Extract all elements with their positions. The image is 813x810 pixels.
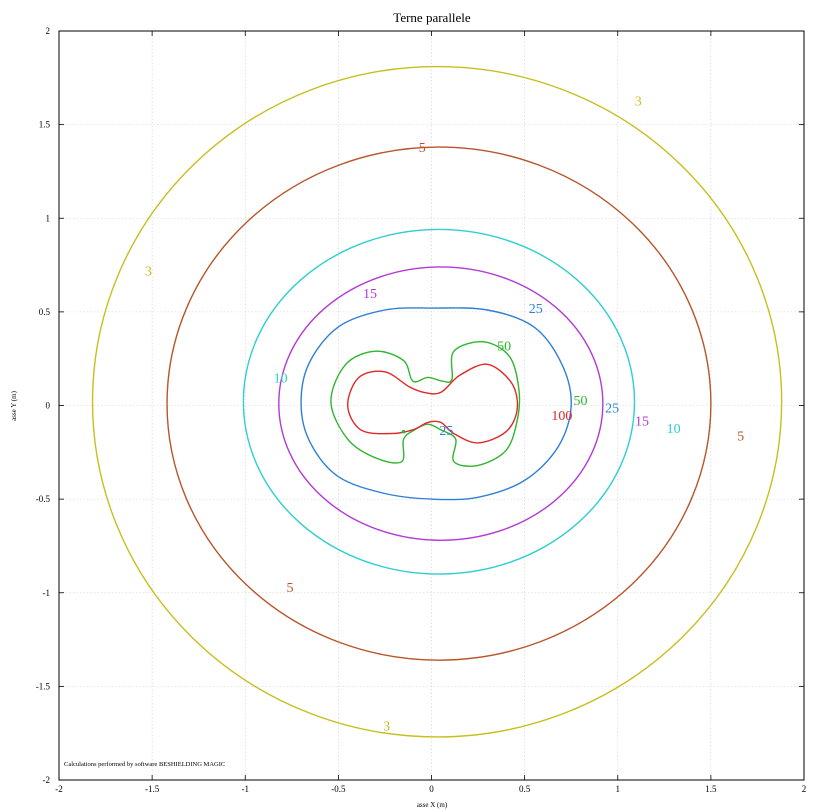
y-tick-label: 0.5: [39, 307, 51, 317]
contour-level-10: [242, 228, 636, 575]
contour-level-100: [346, 363, 519, 444]
contour-label-25: 25: [605, 401, 619, 416]
y-tick-label: -1.5: [36, 681, 51, 691]
chart-title: Terne parallele: [393, 10, 471, 25]
contour-label-50: 50: [497, 340, 511, 355]
y-tick-label: -2: [43, 775, 51, 785]
x-tick-label: 0: [429, 784, 434, 794]
y-tick-label: -1: [43, 588, 51, 598]
x-tick-label: -1.5: [145, 784, 160, 794]
contour-label-5: 5: [737, 429, 744, 444]
contour-lines: [91, 65, 783, 738]
source-marker: [401, 429, 406, 434]
contour-label-5: 5: [419, 141, 426, 156]
contour-level-5: [166, 146, 712, 661]
x-tick-label: -0.5: [331, 784, 346, 794]
contour-level-15: [278, 266, 604, 542]
x-axis-label: asse X (m): [417, 801, 448, 809]
contour-label-50: 50: [574, 394, 588, 409]
contour-label-25: 25: [439, 424, 453, 439]
contour-level-3: [91, 65, 783, 738]
contour-label-10: 10: [667, 422, 681, 437]
contour-label-3: 3: [383, 720, 390, 735]
x-tick-label: -1: [242, 784, 250, 794]
axis-ticks: -2 -1.5 -1 -0.5 0 0.5 1 1.5 2 -2 -1.5 -1 -0.5 0 0.5 1 1.…: [36, 26, 807, 794]
contour-label-25: 25: [529, 302, 543, 317]
y-axis-label: asse Y (m): [10, 390, 18, 420]
contour-label-10: 10: [274, 371, 288, 386]
contour-level-25: [300, 307, 572, 501]
y-tick-label: -0.5: [36, 494, 51, 504]
y-tick-label: 0: [46, 401, 51, 411]
y-tick-label: 1.5: [39, 120, 51, 130]
contour-label-5: 5: [286, 581, 293, 596]
x-tick-label: 1.5: [705, 784, 717, 794]
y-tick-label: 1: [46, 213, 51, 223]
contour-label-100: 100: [551, 409, 572, 424]
contour-label-3: 3: [635, 94, 642, 109]
x-tick-label: 1: [616, 784, 621, 794]
grid: [59, 31, 804, 780]
x-tick-label: -2: [55, 784, 63, 794]
markers: [401, 429, 406, 434]
contour-label-15: 15: [635, 414, 649, 429]
y-tick-label: 2: [46, 26, 51, 36]
software-credit-note: Calculations performed by software BESHI…: [64, 761, 225, 768]
contour-level-50: [330, 340, 521, 467]
contour-label-3: 3: [145, 265, 152, 280]
x-tick-label: 0.5: [519, 784, 531, 794]
x-tick-label: 2: [802, 784, 807, 794]
contour-label-15: 15: [363, 287, 377, 302]
